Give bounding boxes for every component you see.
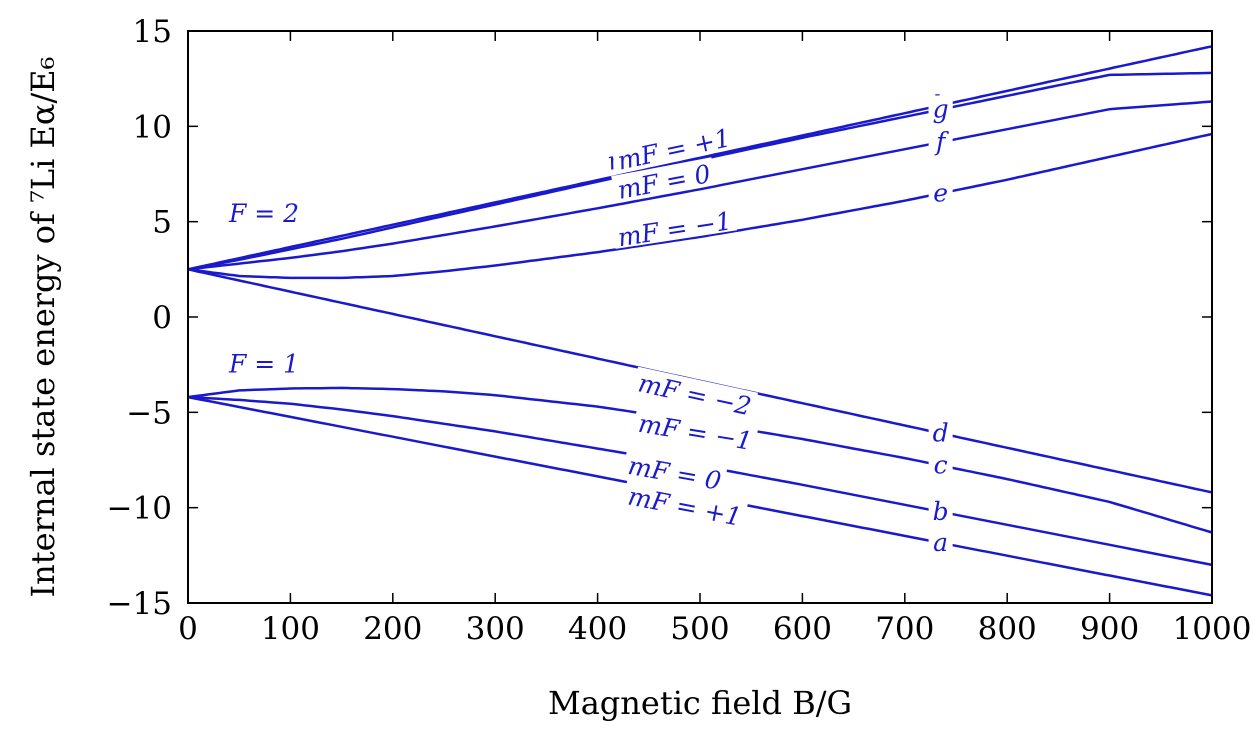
x-tick-label: 700	[875, 611, 934, 647]
state-letter-label: b	[933, 497, 949, 526]
x-tick-label: 300	[466, 611, 525, 647]
x-tick-label: 500	[670, 611, 729, 647]
x-tick-label: 400	[568, 611, 627, 647]
x-tick-label: 900	[1080, 611, 1139, 647]
series-name-text: mF = −1	[616, 206, 734, 252]
x-axis-label: Magnetic field B/G	[548, 684, 852, 722]
state-letter-label: c	[934, 450, 948, 479]
tick-labels: 0 100 200 300 400 500 600 700 800 900 1000−15−10−5…	[107, 14, 1252, 647]
x-tick-label: 600	[773, 611, 832, 647]
y-tick-label: 15	[133, 14, 172, 50]
y-tick-label: −15	[107, 586, 172, 622]
state-letter-label: d	[933, 418, 949, 447]
group-labels: F = 2 F = 1	[228, 199, 299, 379]
series-line	[187, 132, 1213, 280]
state-letter-label: g	[933, 94, 949, 123]
plot-frame	[187, 30, 1213, 604]
x-tick-label: 800	[978, 611, 1037, 647]
state-letter-label: f	[934, 127, 949, 156]
y-tick-label: 5	[152, 205, 172, 241]
y-tick-label: 10	[133, 109, 172, 145]
x-tick-label: 0	[178, 611, 198, 647]
x-tick-label: 1000	[1173, 611, 1252, 647]
series-line	[187, 100, 1213, 271]
y-tick-label: −10	[107, 491, 172, 527]
x-tick-label: 200	[363, 611, 422, 647]
series-line	[187, 45, 1213, 271]
x-tick-label: 100	[261, 611, 320, 647]
state-letter-label: a	[933, 528, 948, 557]
y-tick-label: −5	[126, 395, 172, 431]
hyperfine-group-label: F = 2	[228, 199, 299, 228]
state-letter-label: e	[933, 178, 948, 207]
y-tick-label: 0	[152, 300, 172, 336]
y-axis-label: Internal state energy of ⁷Li Eα/E₆	[24, 57, 62, 598]
series-name-label: mF = −1	[611, 204, 737, 252]
hyperfine-group-label: F = 1	[228, 350, 299, 379]
